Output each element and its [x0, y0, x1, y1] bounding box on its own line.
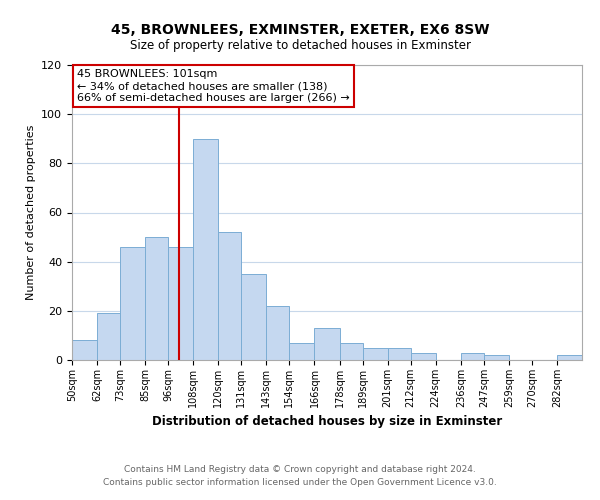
Bar [461, 352, 484, 360]
Bar [340, 343, 362, 360]
Bar [266, 306, 289, 360]
Bar [241, 274, 266, 360]
Text: 45, BROWNLEES, EXMINSTER, EXETER, EX6 8SW: 45, BROWNLEES, EXMINSTER, EXETER, EX6 8S… [111, 22, 489, 36]
Text: Size of property relative to detached houses in Exminster: Size of property relative to detached ho… [130, 39, 470, 52]
Bar [557, 355, 582, 360]
Y-axis label: Number of detached properties: Number of detached properties [26, 125, 35, 300]
Text: Contains HM Land Registry data © Crown copyright and database right 2024.: Contains HM Land Registry data © Crown c… [124, 466, 476, 474]
Bar [145, 237, 168, 360]
Bar [314, 328, 340, 360]
Bar [72, 340, 97, 360]
Bar [388, 348, 410, 360]
Bar [218, 232, 241, 360]
X-axis label: Distribution of detached houses by size in Exminster: Distribution of detached houses by size … [152, 416, 502, 428]
Text: Contains public sector information licensed under the Open Government Licence v3: Contains public sector information licen… [103, 478, 497, 487]
Bar [362, 348, 388, 360]
Bar [168, 247, 193, 360]
Bar [193, 138, 218, 360]
Bar [289, 343, 314, 360]
Bar [97, 314, 120, 360]
Bar [484, 355, 509, 360]
Text: 45 BROWNLEES: 101sqm
← 34% of detached houses are smaller (138)
66% of semi-deta: 45 BROWNLEES: 101sqm ← 34% of detached h… [77, 70, 350, 102]
Bar [410, 352, 436, 360]
Bar [120, 247, 145, 360]
